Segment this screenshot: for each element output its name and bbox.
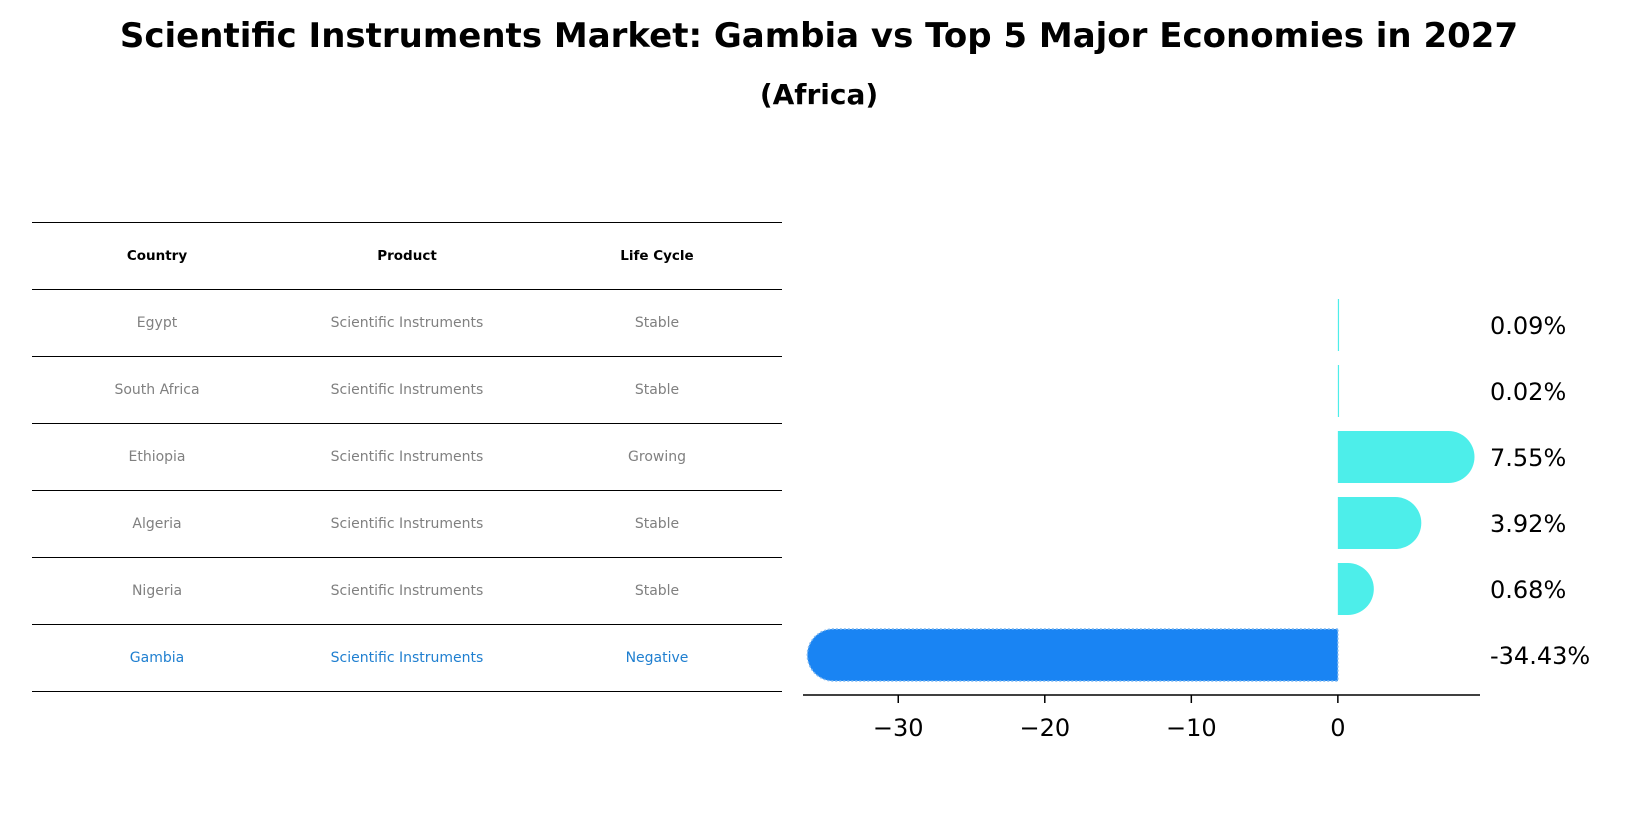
bar-south-africa (1337, 365, 1340, 417)
cell-life-cycle: Negative (625, 650, 689, 666)
cell-product: Scientific Instruments (330, 583, 484, 599)
table-row-highlighted: Gambia Scientific Instruments Negative (32, 624, 782, 692)
cell-life-cycle: Stable (634, 516, 680, 532)
table-row: Ethiopia Scientific Instruments Growing (32, 423, 782, 490)
cell-country: Gambia (129, 650, 185, 666)
cell-country: Egypt (136, 315, 178, 331)
table-row: South Africa Scientific Instruments Stab… (32, 356, 782, 423)
table-row: Algeria Scientific Instruments Stable (32, 490, 782, 557)
value-label: 3.92% (1490, 510, 1566, 538)
x-tick-label: −20 (1019, 714, 1070, 742)
column-header-product: Product (377, 248, 437, 264)
column-header-country: Country (126, 248, 188, 264)
value-label: 0.68% (1490, 576, 1566, 604)
x-tick-label: −30 (873, 714, 924, 742)
bar-algeria (1337, 497, 1422, 549)
x-tick-label: 0 (1330, 714, 1345, 742)
value-label: 7.55% (1490, 444, 1566, 472)
bar-gambia (806, 628, 1339, 682)
bar-ethiopia (1337, 431, 1475, 483)
cell-product: Scientific Instruments (330, 315, 484, 331)
table-header-row: Country Product Life Cycle (32, 222, 782, 289)
value-label: 0.02% (1490, 378, 1566, 406)
table-row: Nigeria Scientific Instruments Stable (32, 557, 782, 624)
chart-title: Scientific Instruments Market: Gambia vs… (119, 16, 1519, 56)
cell-country: Algeria (132, 516, 182, 532)
bar-egypt (1337, 299, 1340, 351)
value-label: 0.09% (1490, 312, 1566, 340)
cell-country: Nigeria (131, 583, 183, 599)
cell-product: Scientific Instruments (330, 516, 484, 532)
cell-life-cycle: Stable (634, 382, 680, 398)
value-label: -34.43% (1490, 642, 1590, 670)
column-header-life-cycle: Life Cycle (620, 248, 694, 264)
chart-subtitle: (Africa) (759, 78, 879, 111)
bar-nigeria (1337, 563, 1374, 615)
cell-product: Scientific Instruments (330, 382, 484, 398)
cell-life-cycle: Growing (628, 449, 686, 465)
cell-country: South Africa (114, 382, 200, 398)
cell-product: Scientific Instruments (330, 449, 484, 465)
x-tick-label: −10 (1166, 714, 1217, 742)
cell-product: Scientific Instruments (330, 650, 484, 666)
cell-country: Ethiopia (128, 449, 186, 465)
cell-life-cycle: Stable (634, 583, 680, 599)
market-table: Country Product Life Cycle Egypt Scienti… (32, 222, 782, 692)
cell-life-cycle: Stable (634, 315, 680, 331)
table-row: Egypt Scientific Instruments Stable (32, 289, 782, 356)
